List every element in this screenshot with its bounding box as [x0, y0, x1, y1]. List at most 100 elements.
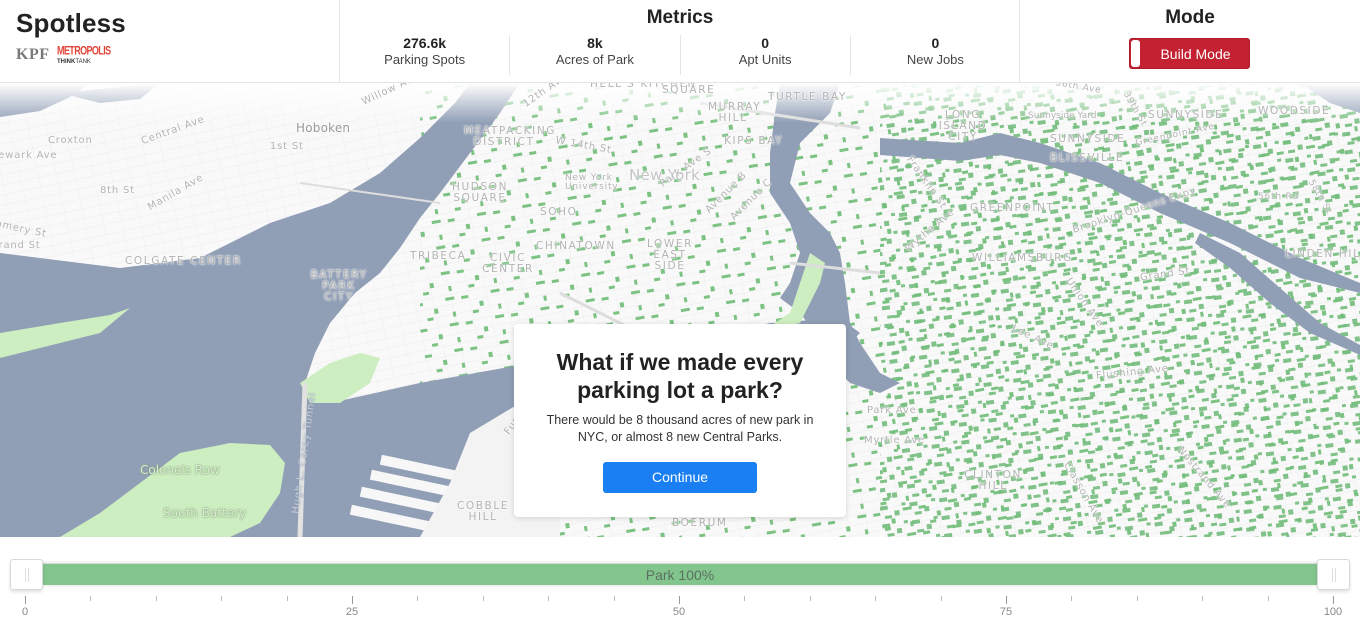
map-label: Sunnyside [1050, 133, 1126, 145]
map-label: 8th St [100, 185, 135, 196]
map-label: Sunnyside [1148, 109, 1224, 121]
tick-minor [1268, 596, 1269, 601]
metric-label: New Jobs [906, 52, 964, 67]
metric-value: 276.6k [403, 35, 447, 51]
build-mode-toggle[interactable]: Build Mode [1129, 38, 1250, 69]
map-label: Croxton [48, 135, 93, 146]
mode-panel: Mode Build Mode [1020, 0, 1360, 83]
metric-value: 0 [931, 35, 940, 51]
metric-new-jobs: 0 New Jobs [851, 35, 1020, 75]
map-label: 1st St [270, 141, 304, 152]
tick-major [1333, 596, 1334, 604]
metric-parking-spots: 276.6k Parking Spots [340, 35, 511, 75]
map-label: New York University [565, 173, 619, 193]
map-label: Meatpacking District [464, 125, 557, 149]
metrics-row: 276.6k Parking Spots 8k Acres of Park 0 … [340, 35, 1020, 75]
app-header: Spotless KPF METROPOLIS THINKTANK Metric… [0, 0, 1360, 83]
tick-minor [287, 596, 288, 601]
tick-minor [548, 596, 549, 601]
map-label: Williamsburg [972, 252, 1073, 264]
map-label: Myrtle Ave [864, 435, 926, 446]
map-label: Square [662, 84, 716, 96]
map-label: Hell's Kitchen [590, 83, 698, 90]
tick-label: 100 [1323, 606, 1343, 618]
map-label: Grand St [0, 240, 41, 251]
tick-minor [417, 596, 418, 601]
tick-label: 50 [672, 606, 686, 618]
kpf-logo: KPF [16, 46, 50, 63]
tick-major [679, 596, 680, 604]
map-label: Newark Ave [0, 150, 58, 161]
metrics-title: Metrics [646, 7, 714, 28]
map-label: Sunnyside Yard [1028, 111, 1097, 121]
tick-minor [744, 596, 745, 601]
map-label: Battery Park City [310, 269, 368, 304]
map-label: Lower East Side [646, 238, 694, 273]
map-label: Tribeca [410, 250, 467, 262]
map-label: Kips Bay [724, 135, 784, 147]
map-label: Turtle Bay [768, 91, 847, 103]
tick-minor [90, 596, 91, 601]
metric-apt-units: 0 Apt Units [681, 35, 851, 75]
tick-minor [221, 596, 222, 601]
slider-handle-min[interactable] [10, 559, 43, 590]
metric-label: Apt Units [738, 52, 792, 67]
tick-minor [156, 596, 157, 601]
metropolis-logo-text: METROPOLIS [57, 43, 111, 58]
metric-value: 8k [587, 35, 603, 51]
map-label: Civic Center [482, 252, 534, 276]
map-label: Blissville [1050, 152, 1125, 164]
metric-label: Acres of Park [555, 52, 634, 67]
tick-minor [614, 596, 615, 601]
dialog-title: What if we made every parking lot a park… [556, 349, 804, 403]
map-label: Linden Hill [1285, 248, 1360, 260]
map-label: 56th Rd [1258, 192, 1300, 202]
metric-label: Parking Spots [384, 52, 466, 67]
tick-major [25, 596, 26, 604]
build-mode-label: Build Mode [1160, 46, 1231, 62]
park-range-slider: Park 100% 0 25 50 75 100 [0, 537, 1360, 627]
tick-minor [1202, 596, 1203, 601]
tick-label: 0 [21, 606, 29, 618]
dialog-body: There would be 8 thousand acres of new p… [546, 413, 814, 444]
map-label: South Battery [163, 506, 247, 520]
map-label: Chinatown [536, 240, 616, 252]
metric-acres-of-park: 8k Acres of Park [510, 35, 681, 75]
tick-label: 75 [999, 606, 1013, 618]
map-label: Long Island City [938, 109, 988, 144]
mode-title: Mode [1165, 7, 1215, 28]
tick-minor [1137, 596, 1138, 601]
app-title: Spotless [16, 8, 126, 38]
tick-label: 25 [345, 606, 359, 618]
tick-minor [875, 596, 876, 601]
tick-major [352, 596, 353, 604]
map-label: Greenpoint [970, 202, 1055, 214]
slider-range-label: Park 100% [645, 567, 715, 583]
map-label: Boerum [672, 517, 728, 529]
map-label: SoHo [540, 206, 578, 218]
slider-handle-max[interactable] [1317, 559, 1350, 590]
intro-dialog: What if we made every parking lot a park… [514, 324, 846, 517]
tick-minor [1071, 596, 1072, 601]
map-label: Woodside [1258, 105, 1331, 117]
tick-minor [810, 596, 811, 601]
tick-major [1006, 596, 1007, 604]
map-label: New York [629, 166, 701, 184]
map-label: Hoboken [296, 121, 351, 135]
metrics-panel: Metrics 276.6k Parking Spots 8k Acres of… [340, 0, 1020, 83]
slider-range-fill[interactable]: Park 100% [42, 563, 1318, 585]
map-label: Clinton Hill [964, 469, 1022, 493]
map-label: Hudson Square [452, 181, 509, 205]
continue-button[interactable]: Continue [603, 462, 757, 493]
metric-value: 0 [761, 35, 770, 51]
map-label: Murray Hill [708, 101, 762, 125]
tick-minor [483, 596, 484, 601]
map-label: Cobble Hill [456, 500, 510, 524]
tick-minor [941, 596, 942, 601]
brand-panel: Spotless KPF METROPOLIS THINKTANK [0, 0, 340, 83]
metropolis-thinktank-logo: METROPOLIS THINKTANK [57, 43, 111, 65]
toggle-knob[interactable] [1131, 40, 1140, 67]
thinktank-logo-text: THINKTANK [57, 59, 91, 65]
map-label: Park Ave [867, 405, 917, 416]
map-label: Colonels Row [140, 463, 220, 477]
